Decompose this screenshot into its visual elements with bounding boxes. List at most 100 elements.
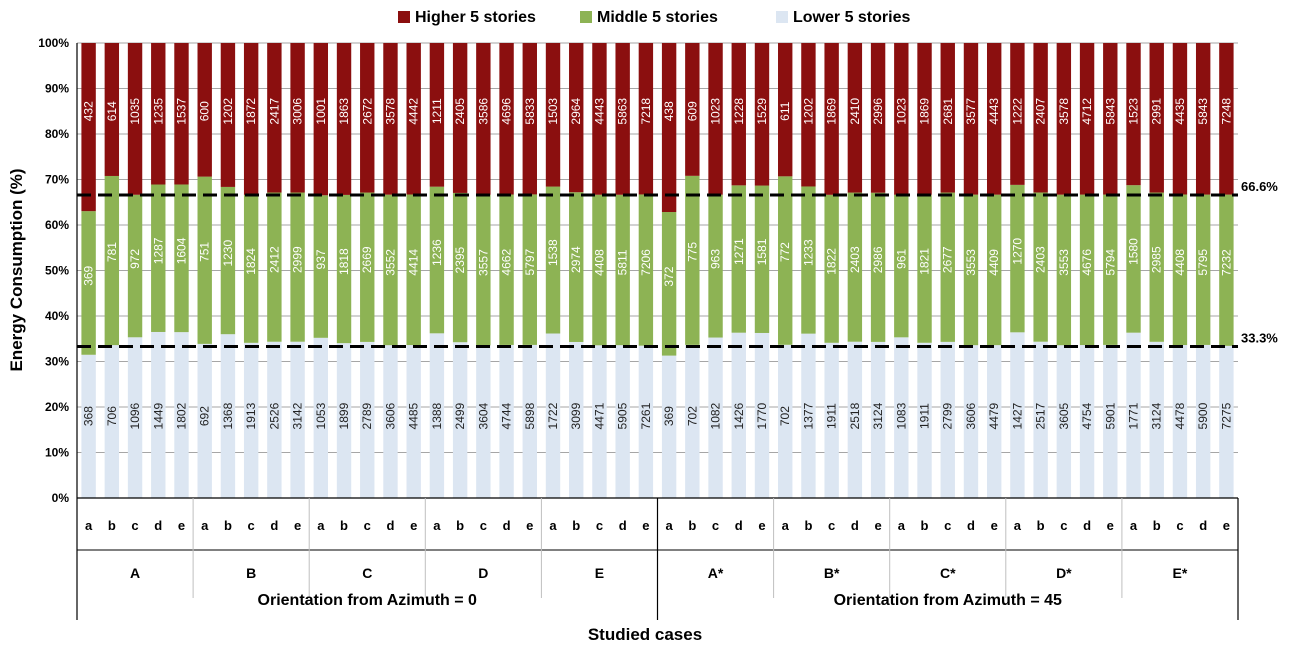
group-label: D — [478, 565, 488, 581]
bar-segment — [754, 332, 770, 498]
data-label: 5898 — [523, 402, 537, 429]
data-label: 692 — [198, 406, 212, 426]
sub-category-label: d — [851, 518, 859, 533]
data-label: 3124 — [871, 402, 885, 429]
bar-segment — [1195, 194, 1211, 345]
data-label: 7275 — [1219, 402, 1233, 429]
bar-segment — [1149, 341, 1164, 498]
bar-segment — [778, 176, 793, 345]
data-label: 2789 — [360, 402, 374, 429]
bar-segment — [592, 194, 607, 346]
sub-category-label: e — [874, 518, 881, 533]
data-label: 1082 — [709, 402, 723, 429]
group-label: C* — [940, 565, 956, 581]
data-label: 2403 — [1034, 246, 1048, 273]
y-tick-label: 90% — [45, 82, 69, 96]
bar-segment — [476, 345, 491, 498]
data-label: 4443 — [592, 98, 606, 125]
sub-category-label: c — [712, 518, 719, 533]
sub-category-label: a — [1130, 518, 1138, 533]
bar-segment — [197, 343, 212, 498]
data-label: 368 — [82, 406, 96, 426]
bar-segment — [847, 43, 863, 193]
data-label: 1872 — [244, 98, 258, 125]
bar-segment — [336, 343, 352, 498]
bar-segment — [685, 43, 700, 176]
data-label: 5843 — [1196, 98, 1210, 125]
data-label: 4479 — [987, 402, 1001, 429]
bar-segment — [1056, 194, 1072, 346]
data-label: 3557 — [476, 249, 490, 276]
bar-segment — [1219, 43, 1234, 195]
bar-segment — [1195, 344, 1211, 498]
sub-category-label: d — [619, 518, 627, 533]
bar-segment — [452, 43, 468, 193]
data-label: 372 — [662, 266, 676, 286]
bar-segment — [104, 175, 120, 346]
reference-label: 66.6% — [1241, 179, 1278, 194]
data-label: 5901 — [1103, 402, 1117, 429]
sub-category-label: b — [572, 518, 580, 533]
bar-segment — [545, 43, 561, 187]
bar-segment — [1010, 332, 1025, 498]
sub-category-label: a — [201, 518, 209, 533]
sub-category-label: e — [1107, 518, 1114, 533]
data-label: 1388 — [430, 402, 444, 429]
bar-segment — [824, 43, 839, 195]
data-label: 2410 — [848, 98, 862, 125]
bar-segment — [1079, 345, 1095, 498]
bar-segment — [220, 334, 236, 498]
bar-segment — [429, 43, 445, 187]
data-label: 7261 — [639, 402, 653, 429]
sub-category-label: d — [154, 518, 162, 533]
data-label: 4744 — [500, 402, 514, 429]
bar-segment — [383, 43, 398, 195]
data-label: 7206 — [639, 249, 653, 276]
bar-segment — [360, 341, 375, 498]
sub-category-label: c — [596, 518, 603, 533]
data-label: 781 — [105, 242, 119, 262]
data-label: 1604 — [174, 237, 188, 264]
bar-segment — [336, 194, 352, 344]
bar-segment — [708, 43, 723, 195]
group-label: A* — [708, 565, 724, 581]
sub-category-label: b — [224, 518, 232, 533]
bar-segment — [1010, 184, 1025, 333]
bar-segment — [569, 192, 584, 342]
data-label: 1869 — [918, 98, 932, 125]
data-label: 1236 — [430, 239, 444, 266]
bar-segment — [1219, 345, 1234, 498]
sub-category-label: e — [642, 518, 649, 533]
bar-segment — [685, 175, 700, 345]
bar-segment — [104, 43, 120, 176]
bar-segment — [406, 345, 421, 498]
data-label: 2669 — [360, 246, 374, 273]
bar-segment — [1219, 194, 1234, 346]
bar-segment — [894, 194, 909, 338]
data-label: 3606 — [964, 402, 978, 429]
data-label: 7218 — [639, 98, 653, 125]
data-label: 5795 — [1196, 249, 1210, 276]
data-label: 961 — [894, 249, 908, 269]
bar-segment — [1149, 192, 1164, 342]
data-label: 1913 — [244, 402, 258, 429]
data-label: 5843 — [1103, 98, 1117, 125]
data-label: 1001 — [314, 98, 328, 125]
bar-segment — [243, 194, 259, 343]
bar-segment — [1195, 43, 1211, 195]
bar-segment — [290, 43, 305, 193]
bar-segment — [615, 194, 630, 346]
sub-category-label: a — [782, 518, 790, 533]
data-label: 5833 — [523, 98, 537, 125]
bar-segment — [917, 194, 932, 343]
sub-category-label: d — [386, 518, 394, 533]
bar-segment — [522, 344, 537, 498]
data-label: 1235 — [151, 98, 165, 125]
data-label: 1911 — [918, 403, 932, 429]
data-label: 5905 — [616, 402, 630, 429]
data-label: 4414 — [407, 249, 421, 276]
data-label: 4485 — [407, 402, 421, 429]
data-label: 3124 — [1150, 402, 1164, 429]
y-tick-label: 40% — [45, 309, 69, 323]
bar-segment — [1033, 192, 1048, 342]
